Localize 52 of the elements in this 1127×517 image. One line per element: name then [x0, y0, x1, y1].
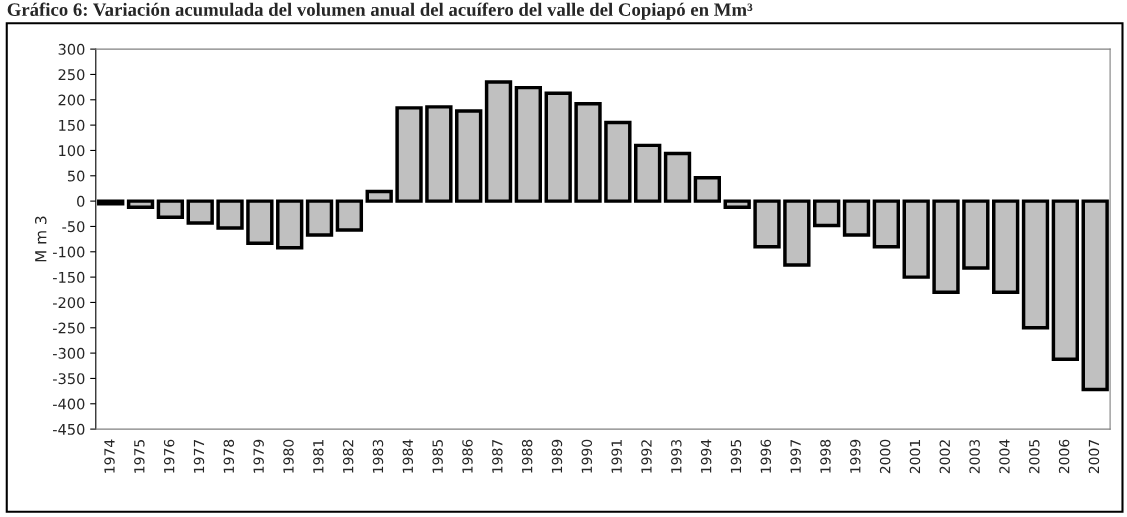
x-tick-label: 2004: [999, 439, 1010, 474]
x-tick-label: 1994: [700, 439, 712, 473]
x-tick-label: 2000: [879, 439, 891, 474]
x-tick-label: 2001: [909, 440, 921, 474]
x-tick-label: 1988: [521, 439, 533, 473]
x-tick-label: 1982: [342, 440, 354, 473]
y-tick-label: 300: [58, 43, 85, 55]
x-tick-label: 2007: [1088, 440, 1100, 474]
x-tick-label: 1974: [104, 439, 115, 473]
x-tick-label: 2002: [939, 440, 951, 474]
x-tick-label: 1980: [283, 439, 294, 473]
x-tick-label: 2006: [1058, 439, 1070, 474]
x-tick-label: 1989: [551, 439, 563, 473]
y-tick-label: -350: [52, 373, 85, 385]
y-tick-label: -400: [52, 398, 85, 410]
y-axis-title: M m 3: [34, 216, 47, 262]
y-tick-label: 0: [77, 195, 85, 207]
x-tick-label: 1993: [671, 439, 682, 473]
x-tick-label: 1981: [313, 440, 324, 473]
x-tick-label: 1995: [730, 440, 742, 473]
y-tick-label: -50: [62, 221, 85, 233]
y-tick-label: 150: [59, 119, 85, 131]
y-tick-label: -150: [52, 271, 85, 283]
x-tick-label: 1991: [611, 440, 622, 473]
x-tick-label: 1997: [790, 440, 801, 473]
x-tick-label: 1986: [462, 439, 473, 473]
y-tick-label: -450: [52, 423, 85, 435]
y-tick-label: 50: [67, 170, 85, 182]
x-tick-label: 1998: [820, 439, 831, 473]
chart-title: Gráfico 6: Variación acumulada del volumen anual del acuífero del valle del Copiapó en Mm³: [7, 2, 753, 20]
x-tick-label: 1996: [760, 439, 772, 473]
y-tick-label: -100: [52, 246, 85, 258]
y-tick-label: 200: [58, 94, 85, 106]
y-tick-label: -250: [52, 322, 85, 334]
x-tick-label: 1977: [193, 440, 205, 473]
x-tick-label: 1990: [581, 439, 593, 473]
y-tick-label: -200: [52, 297, 85, 309]
x-tick-label: 1979: [253, 439, 264, 473]
x-tick-label: 1983: [372, 439, 384, 473]
y-tick-label: 250: [58, 69, 85, 81]
y-tick-label: 100: [59, 145, 85, 157]
x-tick-label: 1975: [134, 440, 145, 473]
x-tick-label: 1992: [641, 440, 652, 473]
x-tick-label: 1978: [223, 439, 235, 473]
x-tick-label: 1985: [432, 440, 443, 473]
x-tick-label: 1976: [163, 439, 175, 473]
x-tick-label: 1987: [492, 440, 503, 473]
x-tick-label: 1999: [850, 439, 861, 473]
x-tick-label: 2003: [969, 439, 980, 474]
y-tick-label: -300: [52, 347, 85, 359]
x-tick-label: 2005: [1029, 440, 1040, 474]
x-tick-label: 1984: [402, 439, 414, 473]
